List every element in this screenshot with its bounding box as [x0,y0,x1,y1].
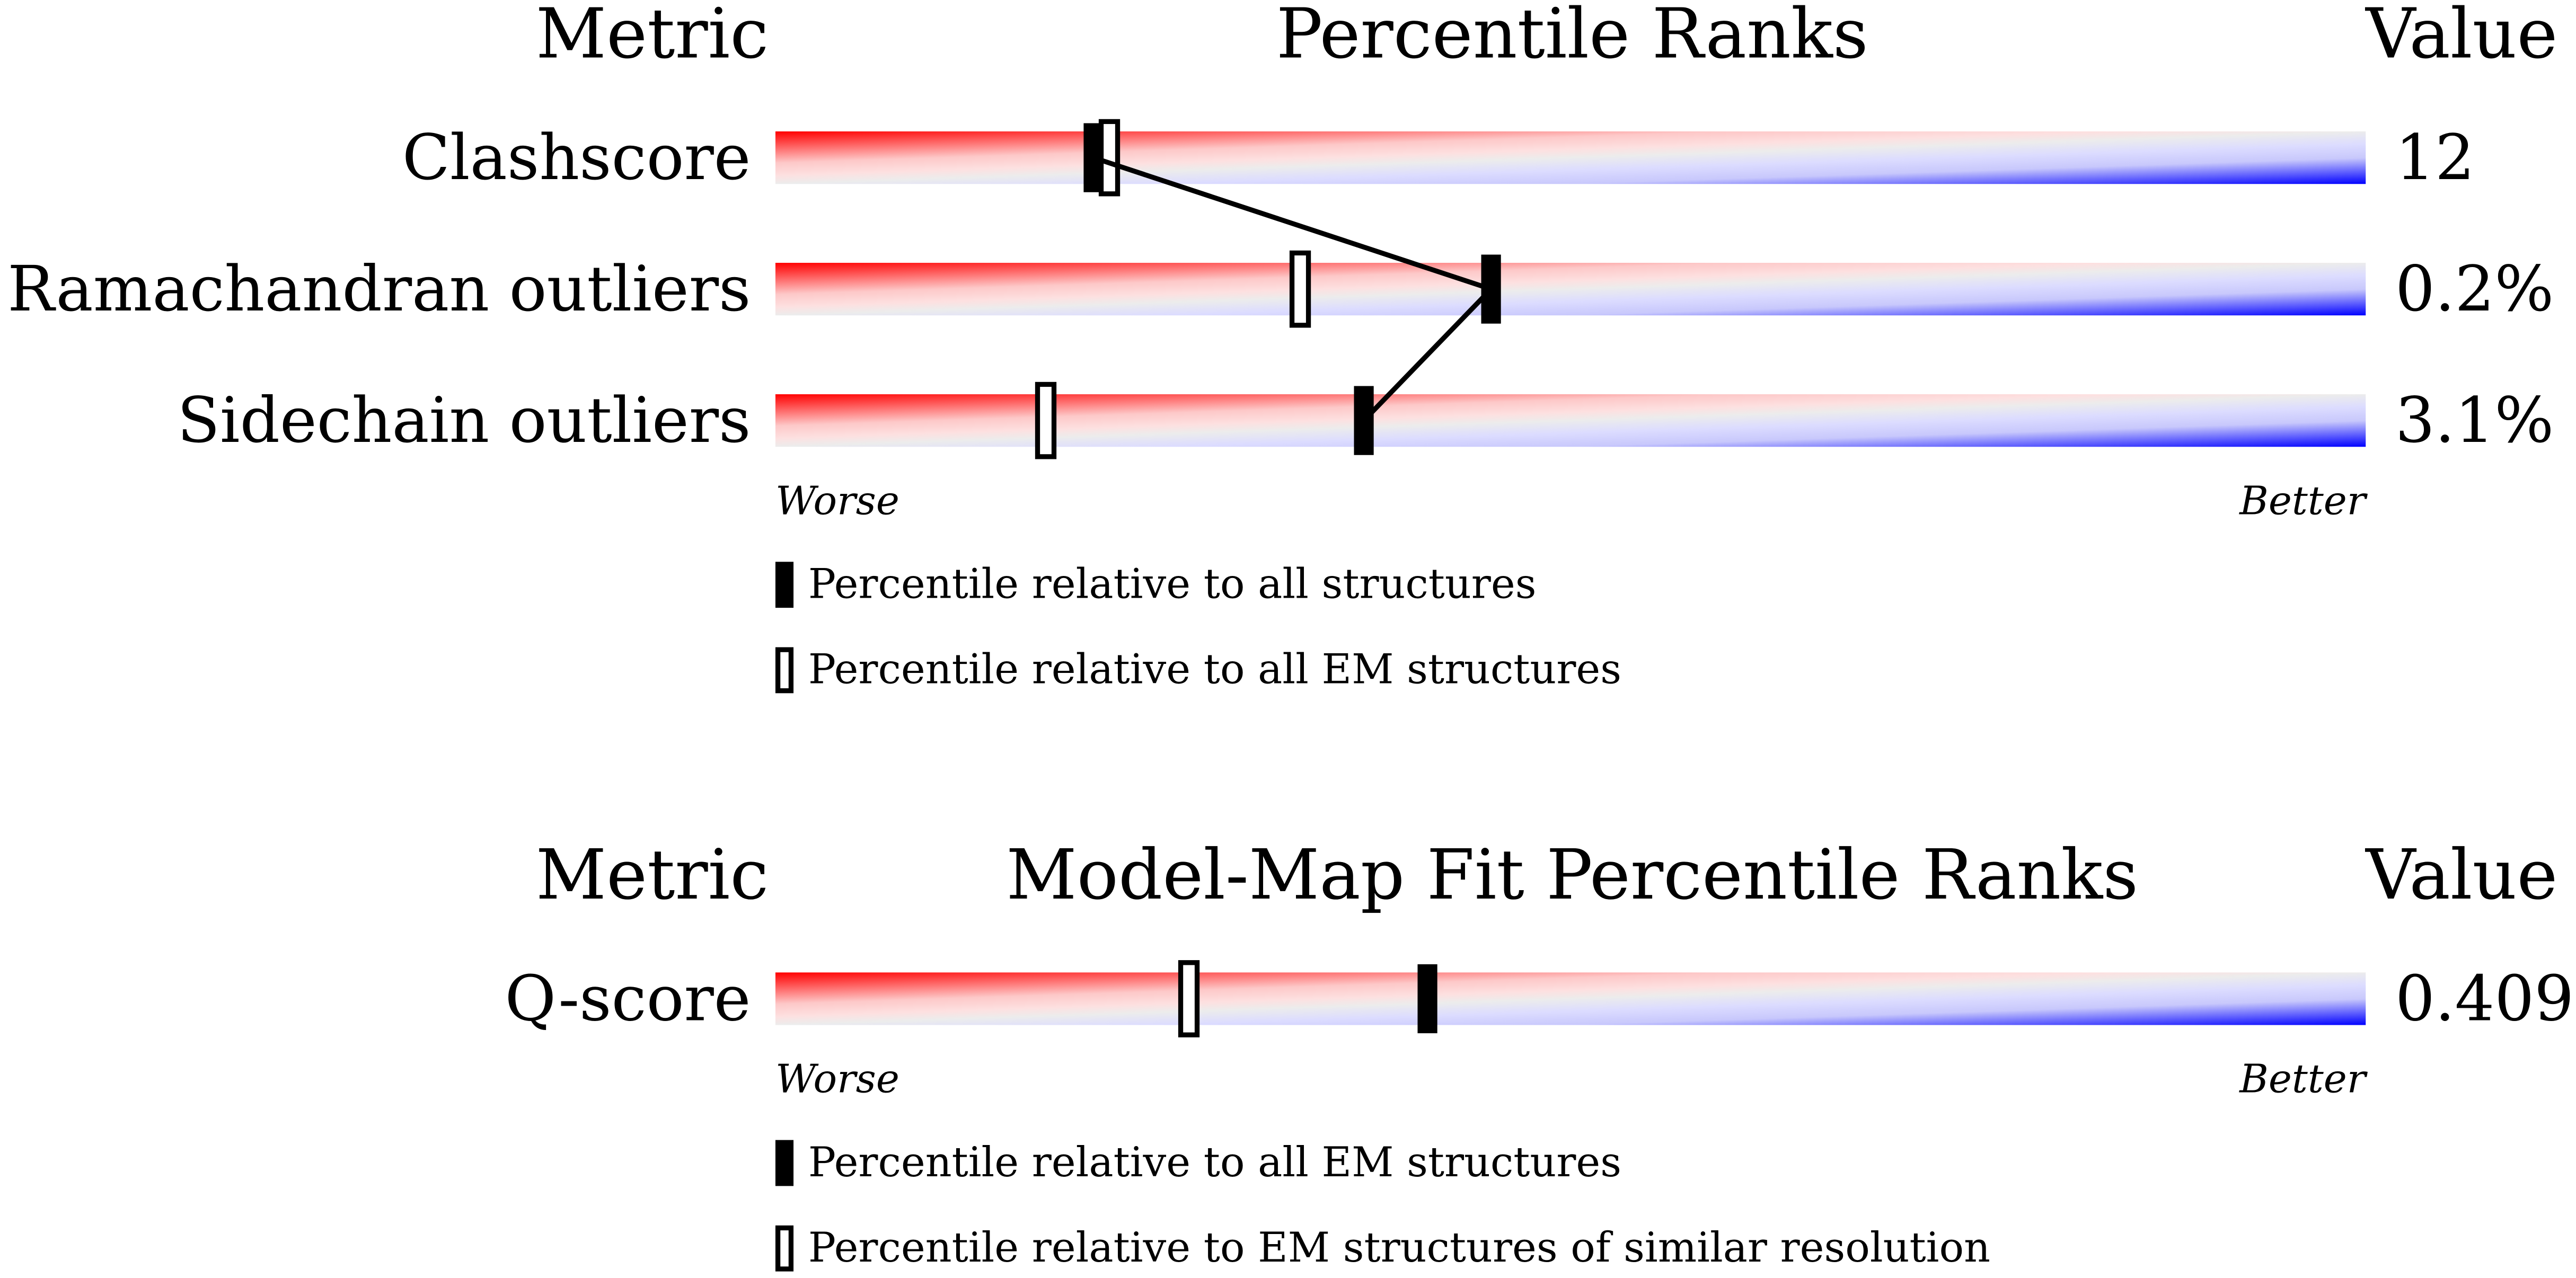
percentile-open-marker [1289,250,1311,328]
legend-open-label: Percentile relative to all EM structures [808,646,1621,694]
slider-bar [775,972,2366,1025]
header-value: Value [2365,835,2557,915]
metric-value: 0.2% [2395,253,2554,325]
worse-label: Worse [775,1056,899,1102]
legend-filled-label: Percentile relative to all EM structures [808,1139,1621,1186]
percentile-filled-marker [1354,386,1374,455]
legend-open-swatch [775,1225,794,1272]
slider-bar [775,263,2366,316]
metric-value: 3.1% [2395,384,2554,457]
legend-filled-swatch [775,562,794,608]
better-label: Better [2238,1056,2368,1102]
header-metric: Metric [536,835,769,915]
metric-value: 12 [2395,121,2475,194]
percentile-open-marker [1178,960,1200,1037]
slider-bar [775,131,2366,184]
better-label: Better [2238,477,2368,523]
percentile-filled-marker [1417,964,1437,1034]
connector-line [1092,155,1492,292]
percentile-open-marker [1098,119,1121,197]
header-title: Percentile Ranks [1276,0,1868,74]
legend-filled-swatch [775,1140,794,1186]
worse-label: Worse [775,477,899,523]
legend-open-label: Percentile relative to EM structures of … [808,1224,1990,1272]
percentile-open-marker [1035,381,1057,459]
metric-value: 0.409 [2395,962,2574,1035]
metric-label: Clashscore [402,121,751,194]
slider-bar [775,394,2366,447]
metric-label: Sidechain outliers [177,384,751,457]
legend-filled-label: Percentile relative to all structures [808,560,1537,608]
header-value: Value [2365,0,2557,74]
header-title: Model-Map Fit Percentile Ranks [1006,835,2138,915]
metric-label: Q-score [505,962,751,1035]
metric-label: Ramachandran outliers [7,253,751,325]
legend-open-swatch [775,647,794,694]
header-metric: Metric [536,0,769,74]
connector-line [1362,287,1493,422]
